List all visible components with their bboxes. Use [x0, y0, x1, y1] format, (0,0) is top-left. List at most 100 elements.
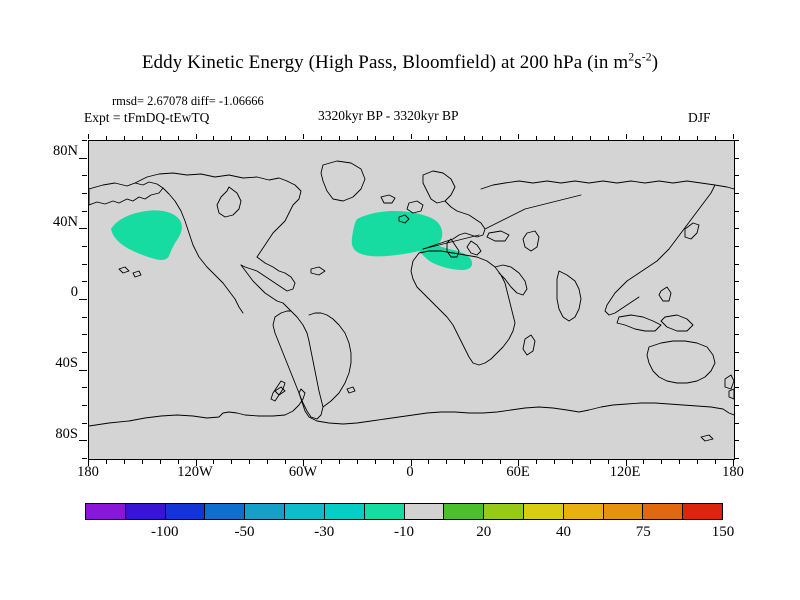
north-pacific-anomaly — [111, 210, 182, 260]
x-tick-50 — [500, 459, 501, 464]
x-axis-label-60e: 60E — [506, 464, 530, 480]
y-tick-right-10 — [734, 281, 739, 282]
x-tick-140 — [661, 459, 662, 464]
y-axis-label-40s: 40S — [55, 355, 78, 371]
colorbar-tick-label-150: 150 — [711, 524, 735, 540]
x-tick-top--60 — [303, 134, 304, 139]
y-tick-right-20 — [734, 264, 739, 265]
x-tick--110 — [213, 459, 214, 464]
y-tick-right--20 — [734, 334, 739, 335]
x-tick-top-180 — [733, 134, 734, 139]
y-tick-right--70 — [734, 423, 739, 424]
x-tick-top-60 — [518, 134, 519, 139]
x-axis-label-60w: 60W — [288, 464, 318, 480]
x-tick-top--120 — [196, 134, 197, 139]
x-tick-20 — [446, 459, 447, 464]
y-tick-right-40 — [734, 228, 739, 229]
y-tick-30 — [82, 246, 87, 247]
x-tick--50 — [321, 459, 322, 464]
y-tick-0 — [79, 299, 87, 300]
x-tick-top--110 — [213, 136, 214, 141]
x-tick-top--70 — [285, 136, 286, 141]
x-tick-top--50 — [321, 136, 322, 141]
x-tick-top-30 — [464, 136, 465, 141]
y-tick--10 — [82, 317, 87, 318]
title-prefix: Eddy Kinetic Energy (High Pass, Bloomfie… — [141, 52, 629, 73]
x-tick-top--20 — [375, 136, 376, 141]
x-tick-top-80 — [554, 136, 555, 141]
x-tick--120 — [196, 459, 197, 466]
x-tick--170 — [106, 459, 107, 464]
figure-title: Eddy Kinetic Energy (High Pass, Bloomfie… — [0, 50, 800, 74]
x-tick-top-100 — [590, 136, 591, 141]
x-tick-160 — [697, 459, 698, 464]
colorbar-tick-label-20: 20 — [476, 524, 492, 540]
x-tick--30 — [357, 459, 358, 464]
x-tick-top-70 — [536, 136, 537, 141]
title-suffix: ) — [651, 52, 659, 73]
y-tick--60 — [82, 405, 87, 406]
x-tick--80 — [267, 459, 268, 464]
x-axis-label-180w: 180 — [77, 464, 99, 480]
x-tick-top--100 — [231, 136, 232, 141]
x-axis-label-120w: 120W — [177, 464, 213, 480]
x-tick-top--80 — [267, 136, 268, 141]
x-tick--180 — [88, 459, 89, 466]
anomaly-shading-layer — [111, 210, 473, 270]
x-tick-top--10 — [393, 136, 394, 141]
x-tick-90 — [572, 459, 573, 464]
title-superscript-1: 2 — [628, 50, 635, 64]
y-tick--20 — [82, 334, 87, 335]
colorbar-segment-11 — [484, 504, 524, 519]
x-axis-label-120e: 120E — [609, 464, 641, 480]
y-tick--80 — [79, 440, 87, 441]
experiment-annotation: Expt = tFmDQ-tEwTQ — [84, 110, 210, 125]
y-tick-40 — [79, 228, 87, 229]
x-tick-130 — [643, 459, 644, 464]
y-tick-right--50 — [734, 387, 739, 388]
x-tick-top--30 — [357, 136, 358, 141]
x-tick-top--130 — [178, 136, 179, 141]
x-tick-top-110 — [608, 136, 609, 141]
x-tick-170 — [715, 459, 716, 464]
y-tick-60 — [82, 193, 87, 194]
y-tick--90 — [82, 458, 87, 459]
rmsd-annotation: rmsd= 2.67078 diff= -1.06666 — [112, 94, 264, 108]
y-tick-right--60 — [734, 405, 739, 406]
y-axis-label-80n: 80N — [53, 143, 78, 159]
x-tick-70 — [536, 459, 537, 464]
y-tick--30 — [82, 352, 87, 353]
y-tick-right-60 — [734, 193, 739, 194]
colorbar-tick-label-neg10: -10 — [394, 524, 414, 540]
y-axis-label-40n: 40N — [53, 214, 78, 230]
x-tick--10 — [393, 459, 394, 464]
map-plot-area — [88, 140, 735, 460]
x-tick-top--40 — [339, 136, 340, 141]
y-axis-label-80s: 80S — [55, 426, 78, 442]
colorbar-tick-label-neg30: -30 — [314, 524, 335, 540]
x-tick-top-20 — [446, 136, 447, 141]
x-tick-top--140 — [160, 136, 161, 141]
y-tick--70 — [82, 423, 87, 424]
y-tick--50 — [82, 387, 87, 388]
x-tick-top-160 — [697, 136, 698, 141]
x-axis-label-0: 0 — [406, 464, 414, 480]
x-tick--150 — [142, 459, 143, 464]
x-tick--140 — [160, 459, 161, 464]
y-tick-right-50 — [734, 211, 739, 212]
colorbar-segment-12 — [523, 504, 564, 519]
y-tick-90 — [82, 140, 87, 141]
x-tick-top-170 — [715, 136, 716, 141]
x-axis-label-180e: 180 — [722, 464, 744, 480]
title-superscript-2: -2 — [641, 50, 652, 64]
x-tick-top-140 — [661, 136, 662, 141]
colorbar-segment-15 — [643, 504, 684, 519]
y-tick-right-0 — [734, 299, 739, 300]
colorbar-tick-label-75: 75 — [635, 524, 651, 540]
colorbar-segment-1 — [86, 504, 126, 519]
colorbar-segment-13 — [563, 504, 604, 519]
x-tick-top--90 — [249, 136, 250, 141]
x-tick-top-90 — [572, 136, 573, 141]
colorbar-segment-3 — [165, 504, 206, 519]
